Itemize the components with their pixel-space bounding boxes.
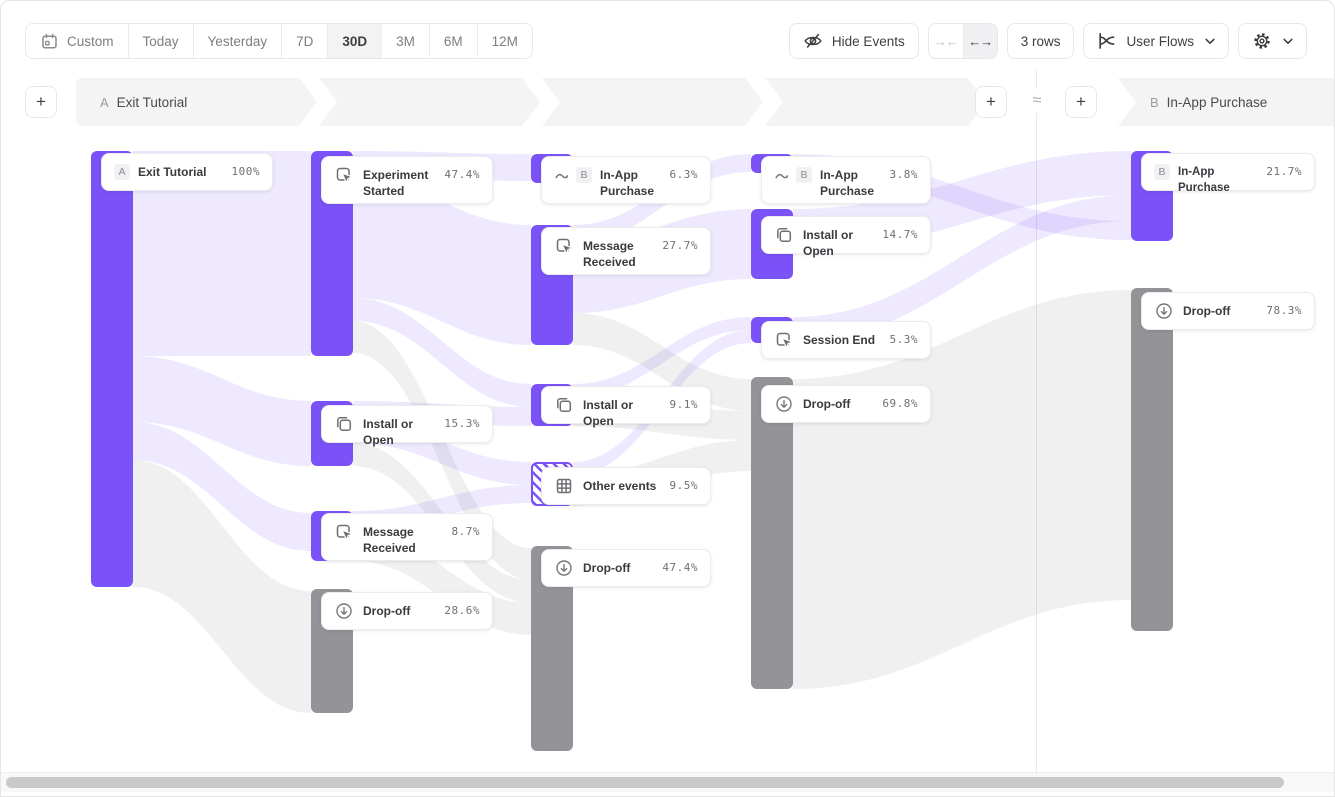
width-toggle-group: →← ←→	[927, 23, 998, 59]
step-band-a-2[interactable]	[319, 78, 540, 126]
step-b-badge: B	[576, 167, 592, 183]
date-range-6m[interactable]: 6M	[429, 24, 478, 58]
flow-node-drop-off-b[interactable]: Drop-off 78.3%	[1141, 292, 1315, 330]
grid-icon	[554, 476, 574, 496]
flow-node-drop-off-3[interactable]: Drop-off 47.4%	[541, 549, 711, 587]
flow-node-experiment-started[interactable]: Experiment Started 47.4%	[321, 156, 493, 204]
cursor-click-icon	[774, 330, 794, 350]
flow-node-in-app-purchase-b[interactable]: B In-App Purchase 21.7%	[1141, 153, 1315, 194]
step-band-a-3[interactable]	[542, 78, 763, 126]
drop-off-icon	[1154, 301, 1174, 321]
add-step-button-section-a[interactable]: +	[975, 86, 1007, 118]
date-range-7d[interactable]: 7D	[282, 24, 329, 58]
flow-node-install-or-open-3[interactable]: Install or Open 9.1%	[541, 386, 711, 428]
section-b-title: In-App Purchase	[1166, 94, 1268, 110]
node-bar-exit-tutorial[interactable]	[91, 151, 133, 587]
flow-node-in-app-purchase-4[interactable]: B In-App Purchase 3.8%	[761, 156, 931, 204]
section-b-label: B In-App Purchase	[1118, 78, 1334, 126]
jump-icon	[554, 167, 570, 183]
flow-node-in-app-purchase-3[interactable]: B In-App Purchase 6.3%	[541, 156, 711, 204]
date-range-12m[interactable]: 12M	[477, 24, 532, 58]
flow-node-drop-off-4[interactable]: Drop-off 69.8%	[761, 385, 931, 423]
step-b-badge: B	[1154, 164, 1170, 180]
cursor-click-icon	[554, 236, 574, 256]
copy-icon	[774, 225, 794, 245]
node-bar-drop-off-4[interactable]	[751, 377, 793, 689]
add-step-button-left[interactable]: +	[25, 86, 57, 118]
section-b-badge: B	[1150, 94, 1159, 110]
date-range-30d[interactable]: 30D	[328, 24, 383, 58]
date-range-3m[interactable]: 3M	[382, 24, 430, 58]
node-bar-drop-off-b[interactable]	[1131, 288, 1173, 631]
flow-node-exit-tutorial[interactable]: A Exit Tutorial 100%	[101, 153, 273, 191]
toolbar-right: Hide Events →← ←→ 3 rows User Flows	[788, 23, 1307, 59]
copy-icon	[554, 395, 574, 415]
jump-icon	[774, 167, 790, 183]
toolbar: Custom Today Yesterday 7D 30D 3M 6M 12M …	[1, 1, 1334, 71]
add-step-button-section-b[interactable]: +	[1065, 86, 1097, 118]
expand-columns-button[interactable]: ←→	[962, 24, 997, 58]
step-band-b[interactable]: B In-App Purchase	[1118, 78, 1334, 126]
drop-off-icon	[334, 601, 354, 621]
date-range-yesterday[interactable]: Yesterday	[193, 24, 283, 58]
section-a-badge: A	[100, 94, 109, 110]
settings-button[interactable]	[1238, 23, 1307, 59]
section-a-title: Exit Tutorial	[116, 94, 188, 110]
date-range-group: Custom Today Yesterday 7D 30D 3M 6M 12M	[25, 23, 533, 59]
step-b-badge: B	[796, 167, 812, 183]
horizontal-scrollbar-thumb[interactable]	[6, 777, 1284, 788]
hide-events-button[interactable]: Hide Events	[788, 23, 919, 59]
cursor-click-icon	[334, 165, 354, 185]
section-divider	[1036, 69, 1037, 773]
drop-off-icon	[774, 394, 794, 414]
horizontal-scrollbar	[1, 772, 1334, 792]
flow-node-install-or-open-2[interactable]: Install or Open 15.3%	[321, 405, 493, 447]
date-range-label: Custom	[67, 33, 114, 49]
flow-node-other-events-3[interactable]: Other events 9.5%	[541, 467, 711, 505]
view-selector-button[interactable]: User Flows	[1083, 23, 1229, 59]
step-band-a-1[interactable]: A Exit Tutorial	[76, 78, 317, 126]
step-a-badge: A	[114, 164, 130, 180]
copy-icon	[334, 414, 354, 434]
collapse-columns-button[interactable]: →←	[933, 33, 959, 49]
approx-connector: ≈	[1025, 89, 1049, 113]
cursor-click-icon	[334, 522, 354, 542]
date-range-custom[interactable]: Custom	[26, 24, 129, 58]
rows-button[interactable]: 3 rows	[1006, 23, 1075, 59]
flow-node-message-received-2[interactable]: Message Received 8.7%	[321, 513, 493, 561]
flow-node-install-or-open-4[interactable]: Install or Open 14.7%	[761, 216, 931, 258]
flow-node-message-received-3[interactable]: Message Received 27.7%	[541, 227, 711, 275]
step-band-a-4[interactable]	[765, 78, 986, 126]
flow-node-drop-off-2[interactable]: Drop-off 28.6%	[321, 592, 493, 630]
date-range-today[interactable]: Today	[128, 24, 194, 58]
section-a-label: A Exit Tutorial	[76, 78, 317, 126]
drop-off-icon	[554, 558, 574, 578]
flow-node-session-end-4[interactable]: Session End 5.3%	[761, 321, 931, 359]
